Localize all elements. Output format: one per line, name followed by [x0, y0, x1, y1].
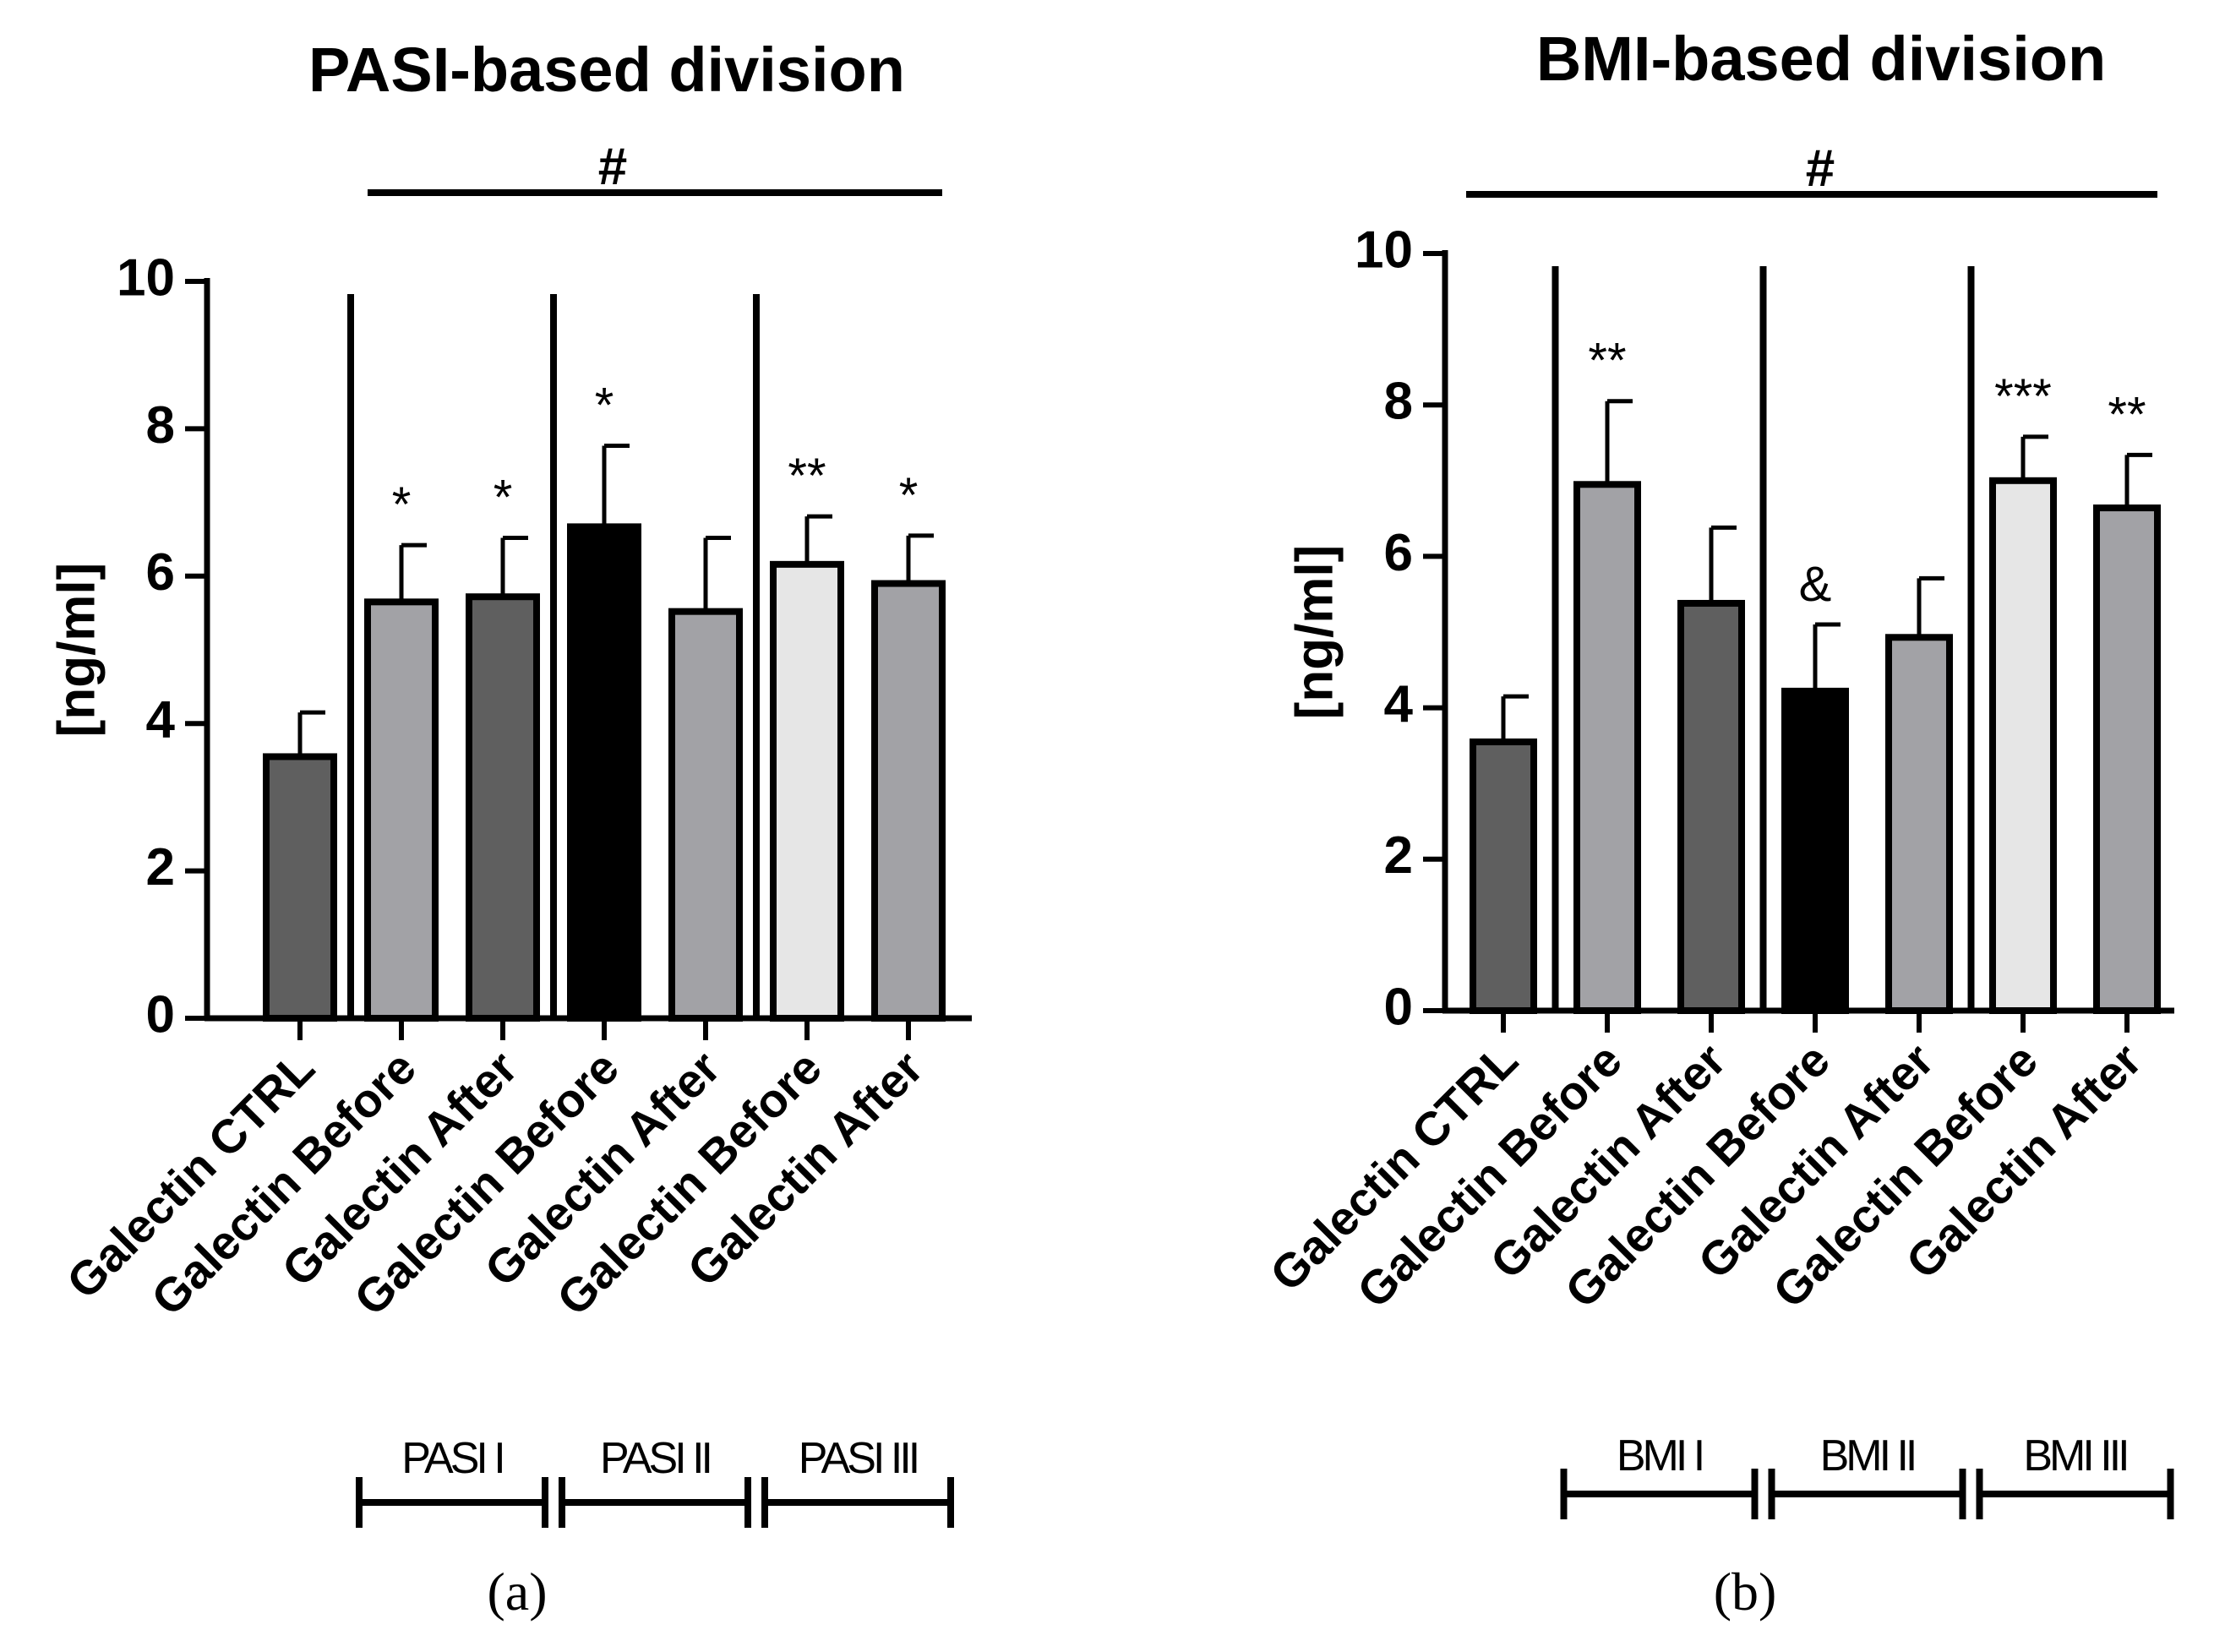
group-label: BMI III	[2023, 1431, 2126, 1480]
y-tick-label: 2	[146, 838, 175, 897]
bar	[1781, 687, 1849, 1014]
bar	[1989, 477, 2057, 1014]
y-tick-label: 2	[1384, 826, 1413, 885]
significance-label: *	[494, 470, 513, 525]
bar	[1573, 481, 1641, 1014]
chart-title: BMI-based division	[1536, 24, 2106, 94]
significance-label: *	[392, 477, 412, 532]
bar	[263, 753, 337, 1022]
y-tick-label: 10	[117, 248, 175, 307]
y-tick-label: 8	[146, 396, 175, 455]
bar	[364, 598, 439, 1022]
significance-label: *	[899, 468, 919, 523]
y-tick-label: 0	[146, 985, 175, 1044]
y-tick-label: 10	[1355, 221, 1413, 279]
bar	[466, 593, 540, 1022]
overall-significance-marker: #	[1806, 139, 1835, 198]
group-label: PASI II	[600, 1434, 710, 1483]
bar	[668, 608, 743, 1022]
chart-title: PASI-based division	[308, 35, 905, 105]
significance-label: ***	[1994, 369, 2052, 424]
panel-a: PASI-based division [ng/ml] (a) 0 2 4 6 8 10 #…	[47, 35, 972, 1622]
y-tick-label: 0	[1384, 978, 1413, 1036]
group-label: PASI III	[799, 1434, 917, 1483]
bar	[770, 560, 844, 1022]
y-axis-label: [ng/ml]	[47, 563, 106, 738]
bar	[2093, 504, 2161, 1014]
y-tick-label: 4	[1384, 675, 1414, 733]
bar	[1470, 738, 1537, 1014]
y-tick-label: 6	[1384, 524, 1413, 582]
group-label: BMI II	[1820, 1431, 1915, 1480]
bar	[871, 580, 946, 1022]
bar	[1677, 599, 1745, 1015]
y-tick-label: 4	[146, 691, 176, 750]
y-tick-label: 8	[1384, 373, 1413, 431]
significance-label: *	[595, 378, 614, 433]
significance-label: **	[788, 449, 826, 504]
bar	[1885, 634, 1953, 1014]
panel-label: (b)	[1714, 1562, 1777, 1622]
panel-b: BMI-based division [ng/ml] (b) 0246810#G…	[1260, 24, 2174, 1622]
y-tick-label: 6	[146, 543, 175, 602]
group-label: BMI I	[1617, 1431, 1702, 1480]
significance-label: &	[1799, 557, 1832, 612]
overall-significance-marker: #	[598, 138, 627, 196]
panel-label: (a)	[487, 1562, 547, 1622]
group-label: PASI I	[401, 1434, 503, 1483]
significance-label: **	[1588, 334, 1626, 389]
bar	[567, 523, 641, 1022]
significance-label: **	[2108, 387, 2146, 442]
y-axis-label: [ng/ml]	[1285, 545, 1344, 720]
